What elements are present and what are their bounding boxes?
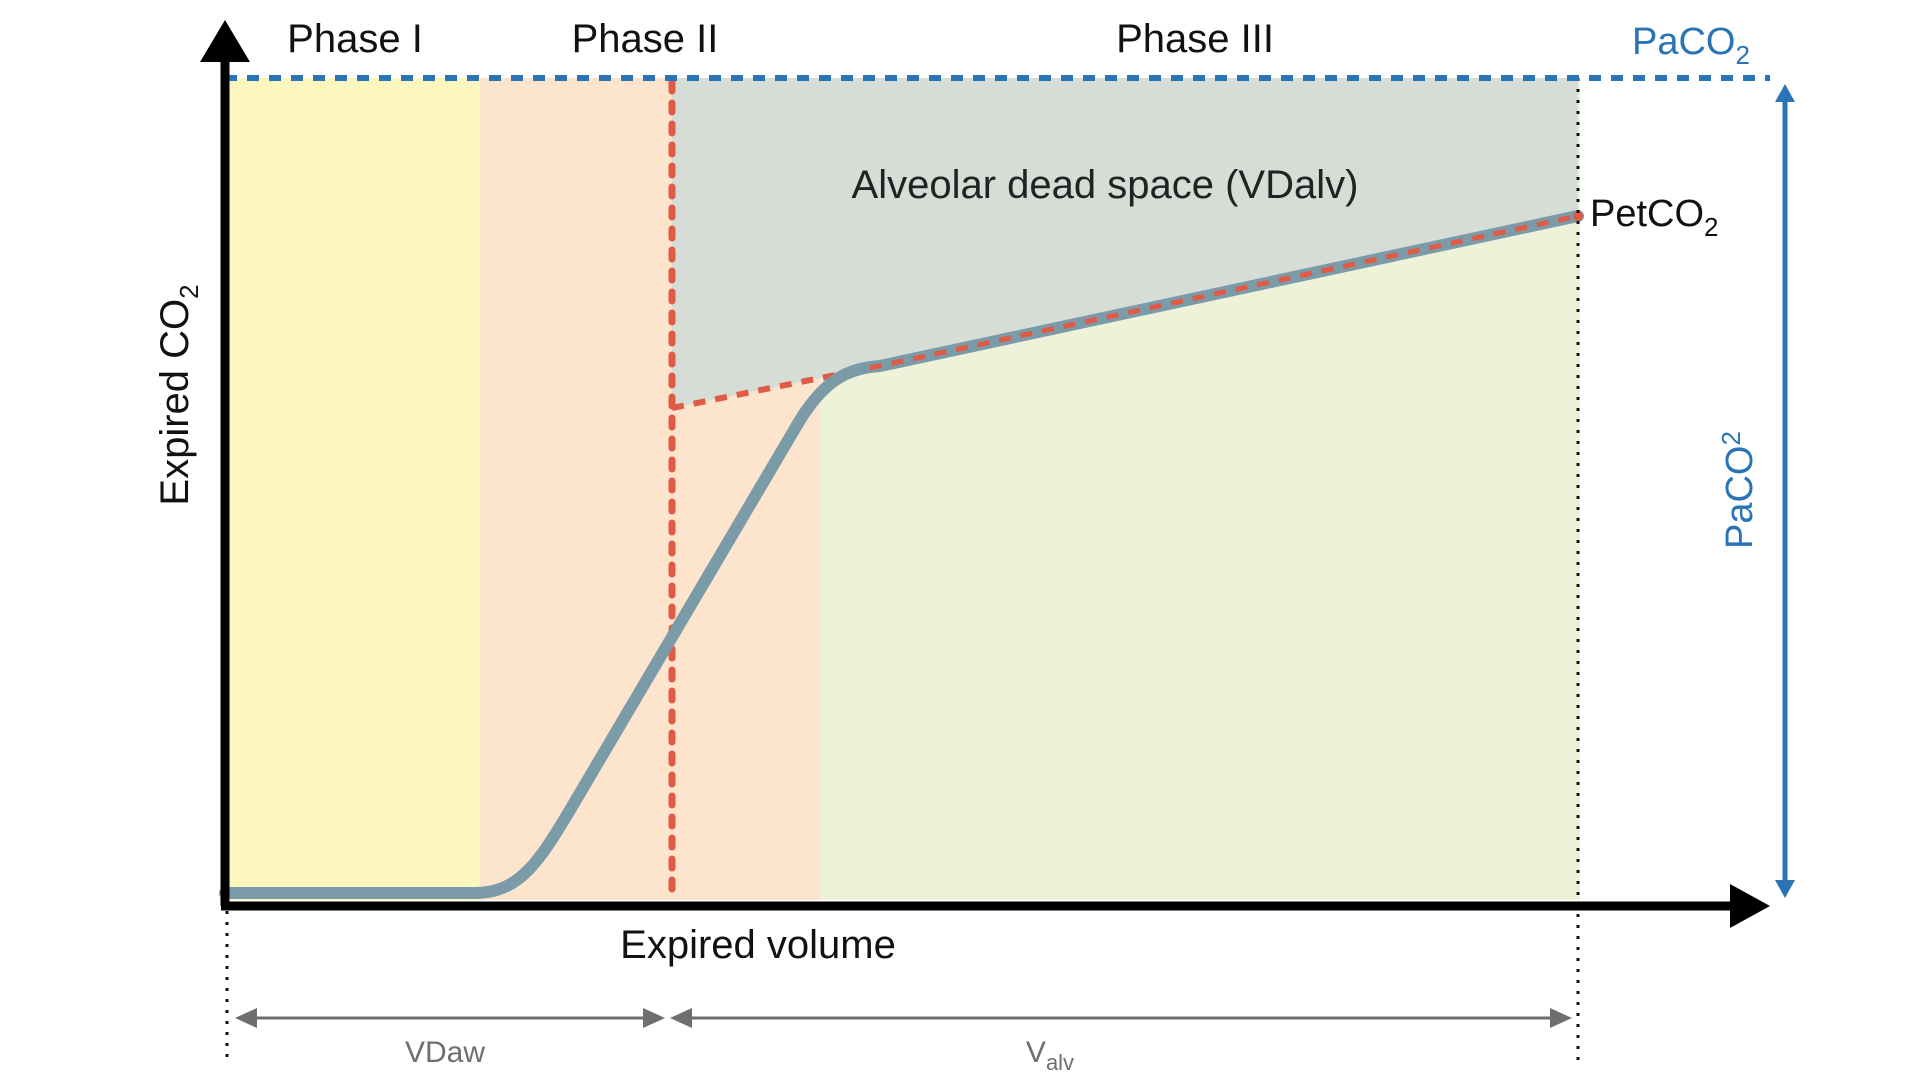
petco2-point [1573, 211, 1583, 221]
capnogram-curve [219, 210, 1584, 899]
paco2-span-arrow-top [1775, 84, 1795, 102]
paco2-top-label-main: PaCO [1632, 21, 1735, 63]
paco2-span-arrow-bottom [1775, 880, 1795, 898]
vdaw-arrow-right [643, 1008, 665, 1028]
valv-label: Valv [1026, 1036, 1074, 1075]
paco2-side-label-sub: 2 [1716, 431, 1746, 445]
petco2-label-sub: 2 [1704, 212, 1718, 242]
alveolar-dead-space-label: Alveolar dead space (VDalv) [852, 163, 1359, 207]
y-axis-label-sub: 2 [174, 284, 204, 298]
y-axis-label-main: Expired CO [153, 299, 197, 506]
x-axis-arrow [1730, 884, 1770, 928]
valv-arrow-left [670, 1008, 692, 1028]
valv-label-main: V [1026, 1036, 1046, 1069]
x-axis-label: Expired volume [620, 923, 896, 967]
vdaw-label: VDaw [405, 1036, 485, 1069]
phase-1-label: Phase I [287, 17, 423, 61]
extrapolation-dotted-line [671, 365, 871, 411]
petco2-label: PetCO2 [1590, 193, 1719, 242]
vdaw-arrow-left [235, 1008, 257, 1028]
paco2-side-label: PaCO2 [1716, 431, 1761, 549]
phase-3-label: Phase III [1116, 17, 1274, 61]
phase-2-label: Phase II [572, 17, 719, 61]
paco2-side-label-main: PaCO [1719, 445, 1761, 548]
petco2-label-main: PetCO [1590, 193, 1704, 235]
paco2-top-label: PaCO2 [1632, 21, 1750, 70]
paco2-top-label-sub: 2 [1735, 40, 1749, 70]
valv-label-sub: alv [1046, 1050, 1074, 1075]
alveolar-dead-space-region [672, 78, 1578, 408]
valv-arrow-right [1550, 1008, 1572, 1028]
phase-1-region [225, 78, 480, 900]
phase-3-slope-dotted [869, 213, 1579, 371]
y-axis-label: Expired CO2 [153, 284, 204, 505]
y-axis-arrow [200, 20, 250, 62]
